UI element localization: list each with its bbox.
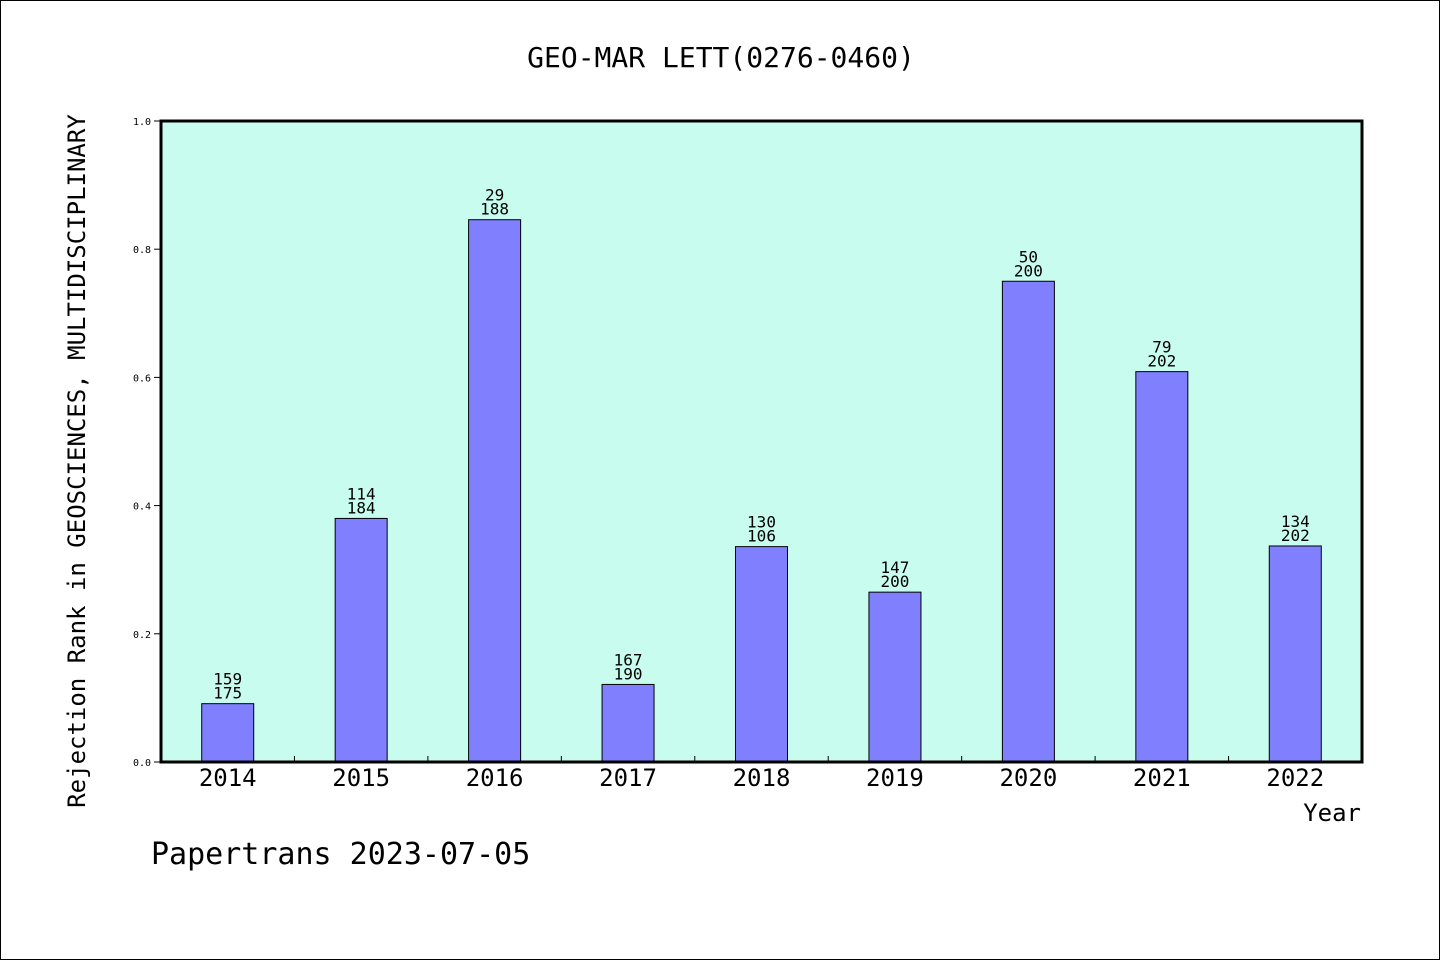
y-tick-label: 0.0 bbox=[133, 758, 151, 769]
bar-2019 bbox=[868, 591, 922, 763]
bar-label-bottom-2021: 202 bbox=[1147, 352, 1176, 371]
x-tick-label-2018: 2018 bbox=[733, 764, 791, 792]
bar-2015 bbox=[334, 517, 388, 763]
x-axis-ticks: 2014 2015 2016 2017 2018 2019 2020 2021 2022 bbox=[199, 756, 1324, 792]
footer-stamp: Papertrans 2023-07-05 bbox=[151, 837, 530, 872]
chart-title: GEO-MAR LETT(0276-0460) bbox=[527, 41, 915, 74]
bars-layer: 1591751141842918816719013010614720050200… bbox=[201, 186, 1322, 763]
bar-label-top-2017: 167 bbox=[614, 650, 643, 669]
bar-2018 bbox=[735, 546, 788, 763]
y-axis-title: Rejection Rank in GEOSCIENCES, MULTIDISC… bbox=[63, 114, 91, 808]
x-tick-label-2019: 2019 bbox=[866, 764, 924, 792]
x-tick-label-2020: 2020 bbox=[999, 764, 1057, 792]
bar-2022 bbox=[1268, 545, 1322, 763]
y-axis-ticks: 0.0 0.2 0.4 0.6 0.8 1.0 bbox=[133, 117, 161, 769]
bar-2020 bbox=[1001, 280, 1055, 763]
bar-label-bottom-2015: 184 bbox=[347, 498, 376, 517]
x-tick-label-2021: 2021 bbox=[1133, 764, 1191, 792]
y-tick-label: 0.8 bbox=[133, 245, 151, 256]
bar-label-top-2021: 79 bbox=[1152, 338, 1171, 357]
bar-label-bottom-2019: 200 bbox=[880, 572, 909, 591]
plot-border bbox=[159, 119, 1364, 764]
bar-label-top-2022: 134 bbox=[1281, 512, 1310, 531]
bar-label-top-2019: 147 bbox=[880, 558, 909, 577]
bar-label-top-2018: 130 bbox=[747, 513, 776, 532]
bar-label-top-2014: 159 bbox=[213, 670, 242, 689]
bar-2016 bbox=[468, 219, 522, 763]
bar-label-bottom-2016: 188 bbox=[480, 200, 509, 219]
bar-2021 bbox=[1135, 371, 1189, 763]
y-tick-label: 1.0 bbox=[133, 117, 151, 128]
y-tick-label: 0.6 bbox=[133, 373, 151, 384]
bar-label-top-2016: 29 bbox=[485, 186, 504, 205]
bar-label-bottom-2022: 202 bbox=[1281, 526, 1310, 545]
x-axis-title: Year bbox=[1303, 799, 1361, 827]
x-tick-label-2015: 2015 bbox=[332, 764, 390, 792]
x-tick-label-2016: 2016 bbox=[466, 764, 524, 792]
bar-label-bottom-2018: 106 bbox=[747, 527, 776, 546]
x-tick-label-2014: 2014 bbox=[199, 764, 257, 792]
bar-2017 bbox=[601, 683, 655, 763]
bar-label-bottom-2014: 175 bbox=[213, 684, 242, 703]
bar-label-top-2015: 114 bbox=[347, 484, 376, 503]
bar-2014 bbox=[201, 703, 255, 763]
bar-label-bottom-2020: 200 bbox=[1014, 261, 1043, 280]
bar-label-top-2020: 50 bbox=[1019, 247, 1038, 266]
x-tick-label-2017: 2017 bbox=[599, 764, 657, 792]
y-tick-label: 0.4 bbox=[133, 502, 151, 513]
x-tick-label-2022: 2022 bbox=[1266, 764, 1324, 792]
y-tick-label: 0.2 bbox=[133, 630, 151, 641]
bar-label-bottom-2017: 190 bbox=[614, 664, 643, 683]
